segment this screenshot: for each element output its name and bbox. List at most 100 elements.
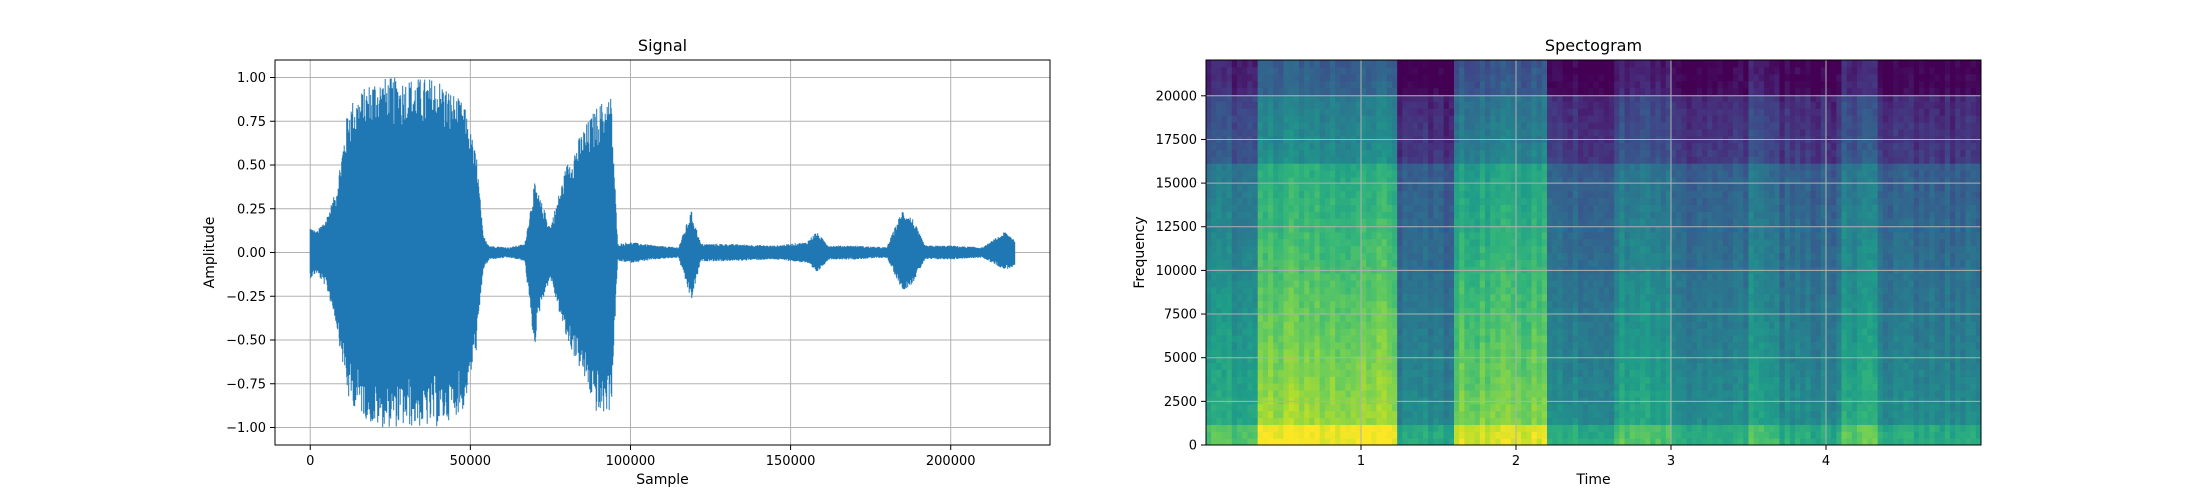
spectrogram-cell (1237, 183, 1243, 192)
spectrogram-cell (1624, 252, 1631, 260)
spectrogram-cell (1438, 163, 1445, 171)
spectrogram-cell (1376, 156, 1383, 164)
spectrogram-cell (1655, 128, 1662, 137)
spectrogram-cell (1273, 156, 1279, 164)
spectrogram-cell (1257, 73, 1264, 82)
spectrogram-cell (1319, 259, 1326, 267)
spectrogram-cell (1216, 273, 1223, 281)
spectrogram-cell (1423, 115, 1429, 123)
spectrogram-cell (1345, 183, 1352, 192)
spectrogram-cell (1386, 252, 1393, 260)
spectrogram-cell (1402, 73, 1409, 82)
spectrogram-cell (1288, 403, 1295, 412)
spectrogram-cell (1350, 355, 1357, 364)
spectrogram-cell (1510, 438, 1517, 445)
spectrogram-cell (1330, 403, 1336, 412)
spectrogram-cell (1319, 335, 1326, 343)
spectrogram-cell (1531, 403, 1538, 412)
spectrogram-cell (1247, 66, 1254, 75)
spectrogram-cell (1614, 252, 1620, 260)
spectrogram-cell (1505, 176, 1512, 185)
spectrogram-cell (1423, 183, 1429, 192)
spectrogram-cell (1407, 204, 1414, 212)
spectrogram-cell (1572, 245, 1579, 254)
spectrogram-cell (1464, 170, 1471, 178)
spectrogram-cell (1428, 328, 1434, 336)
spectrogram-cell (1624, 94, 1631, 102)
spectrogram-cell (1629, 424, 1636, 432)
spectrogram-cell (1531, 314, 1538, 322)
spectrogram-cell (1412, 156, 1419, 164)
spectrogram-cell (1536, 341, 1543, 350)
spectrogram-cell (1510, 328, 1517, 336)
spectrogram-cell (1552, 300, 1558, 309)
spectrogram-cell (1479, 225, 1486, 233)
spectrogram-cell (1283, 252, 1290, 260)
spectrogram-cell (1448, 108, 1455, 116)
spectrogram-cell (1464, 335, 1471, 343)
spectrogram-cell (1304, 121, 1310, 130)
spectrogram-cell (1609, 204, 1615, 212)
spectrogram-cell (1324, 273, 1331, 281)
spectrogram-cell (1324, 341, 1331, 350)
spectrogram-cell (1588, 280, 1595, 288)
spectrogram-cell (1371, 417, 1378, 425)
spectrogram-cell (1381, 424, 1388, 432)
spectrogram-cell (1340, 286, 1347, 295)
spectrogram-cell (1392, 211, 1398, 219)
spectrogram-cell (1392, 431, 1398, 439)
spectrogram-cell (1211, 94, 1217, 102)
spectrogram-cell (1345, 225, 1352, 233)
spectrogram-cell (1495, 341, 1502, 350)
spectrogram-cell (1485, 60, 1491, 68)
spectrogram-cell (1381, 431, 1388, 439)
spectrogram-cell (1640, 403, 1646, 412)
spectrogram-cell (1309, 163, 1316, 171)
spectrogram-cell (1495, 335, 1502, 343)
spectrogram-cell (1345, 280, 1352, 288)
spectrogram-cell (1485, 417, 1491, 425)
spectrogram-cell (1495, 245, 1502, 254)
spectrogram-cell (1355, 300, 1362, 309)
signal-waveform (309, 77, 1016, 427)
spectrogram-cell (1474, 362, 1481, 370)
spectrogram-cell (1572, 259, 1579, 267)
spectrogram-cell (1252, 335, 1259, 343)
spectrogram-cell (1299, 170, 1305, 178)
spectrogram-cell (1340, 417, 1347, 425)
spectrogram-cell (1371, 176, 1378, 185)
spectrogram-cell (1366, 286, 1372, 295)
spectrogram-cell (1268, 403, 1274, 412)
spectrogram-cell (1516, 383, 1522, 391)
spectrogram-cell (1578, 231, 1584, 240)
spectrogram-cell (1469, 170, 1476, 178)
spectrogram-cell (1510, 383, 1517, 391)
spectrogram-cell (1324, 94, 1331, 102)
spectrogram-cell (1288, 142, 1295, 150)
spectrogram-cell (1293, 204, 1300, 212)
spectrogram-cell (1567, 300, 1574, 309)
spectrogram-cell (1257, 101, 1264, 109)
spectrogram-cell (1206, 280, 1212, 288)
spectrogram-cell (1640, 348, 1646, 357)
spectrogram-cell (1474, 369, 1481, 377)
spectrogram-cell (1583, 396, 1589, 405)
spectrogram-cell (1526, 176, 1533, 185)
spectrogram-cell (1381, 259, 1388, 267)
spectrogram-cell (1526, 355, 1533, 364)
spectrogram-cell (1278, 121, 1285, 130)
spectrogram-cell (1247, 431, 1254, 439)
signal-x-tick-label: 100000 (606, 454, 656, 469)
spectrogram-cell (1541, 170, 1548, 178)
spectrogram-cell (1547, 128, 1553, 137)
spectrogram-cell (1433, 293, 1440, 302)
spectrogram-cell (1572, 149, 1579, 157)
spectrogram-cell (1407, 396, 1414, 405)
spectrogram-cell (1221, 190, 1228, 199)
spectrogram-cell (1634, 259, 1641, 267)
spectrogram-cell (1268, 376, 1274, 384)
spectrogram-cell (1526, 286, 1533, 295)
spectrogram-cell (1257, 142, 1264, 150)
spectrogram-cell (1526, 252, 1533, 260)
spectrogram-cell (1505, 231, 1512, 240)
